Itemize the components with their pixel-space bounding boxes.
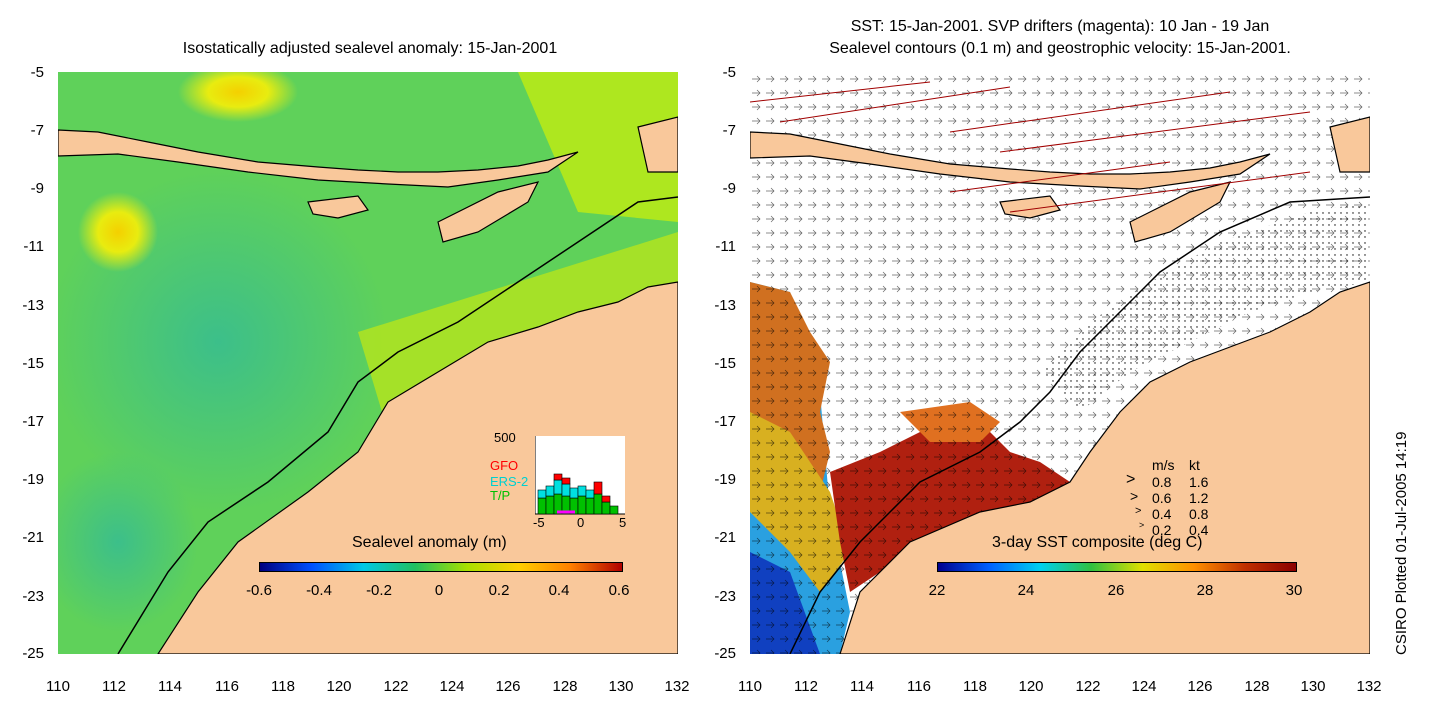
lat-label: -25	[714, 645, 736, 662]
legend-kt-value: 0.8	[1189, 506, 1209, 522]
lat-label: -11	[715, 238, 736, 255]
lat-label: -25	[22, 645, 44, 662]
colorbar-tick: 0.6	[608, 582, 630, 599]
inset-xtick: 0	[577, 515, 585, 530]
lon-label: 118	[963, 678, 987, 695]
legend-ms-value: 0.6	[1152, 490, 1172, 506]
histogram-bars	[537, 473, 619, 515]
sst-colorbar	[937, 562, 1297, 572]
lat-label: -7	[30, 122, 44, 139]
right-panel-title-line2: Sealevel contours (0.1 m) and geostrophi…	[829, 40, 1291, 57]
lon-label: 114	[850, 678, 874, 695]
legend-ms-value: 0.4	[1152, 506, 1172, 522]
lon-label: 124	[439, 678, 465, 695]
australia-land	[157, 281, 678, 654]
sst-velocity-map	[750, 72, 1370, 654]
island-chain-land	[58, 129, 579, 188]
legend-arrow-icon: >	[1130, 488, 1139, 504]
lon-label: 112	[102, 678, 126, 695]
lat-label: -19	[22, 471, 44, 488]
inset-legend-ers2: ERS-2	[490, 474, 529, 489]
lon-label: 126	[495, 678, 521, 695]
colorbar-tick: -0.2	[366, 582, 392, 599]
lon-label: 112	[794, 678, 818, 695]
lon-label: 126	[1187, 678, 1213, 695]
lat-label: -17	[714, 413, 736, 430]
right-panel-title-line1: SST: 15-Jan-2001. SVP drifters (magenta)…	[850, 18, 1270, 35]
lon-label: 110	[738, 678, 762, 695]
lat-label: -21	[22, 529, 44, 546]
legend-kt-value: 1.2	[1189, 490, 1209, 506]
legend-ms-value: 0.2	[1152, 522, 1172, 538]
lon-label: 120	[1018, 678, 1044, 695]
lon-label: 132	[664, 678, 690, 695]
lat-label: -9	[30, 180, 44, 197]
lat-label: -19	[714, 471, 736, 488]
lon-label: 128	[1244, 678, 1270, 695]
right-colorbar-title: 3-day SST composite (deg C)	[992, 534, 1203, 551]
lat-label: -23	[714, 588, 736, 605]
sealevel-anomaly-map	[58, 72, 678, 654]
colorbar-tick: 26	[1107, 582, 1125, 599]
colorbar-tick: 0.4	[548, 582, 570, 599]
lat-label: -5	[722, 64, 736, 81]
inset-ymax-label: 500	[494, 430, 516, 445]
lon-label: 118	[271, 678, 295, 695]
lon-label: 122	[383, 678, 409, 695]
lon-label: 110	[46, 678, 70, 695]
lat-label: -13	[22, 297, 44, 314]
lat-label: -9	[722, 180, 736, 197]
legend-header-ms: m/s	[1152, 457, 1175, 473]
inset-legend-gfo: GFO	[490, 458, 519, 473]
colorbar-tick: -0.4	[306, 582, 332, 599]
sealevel-colorbar	[259, 562, 623, 572]
legend-kt-value: 1.6	[1189, 474, 1209, 490]
lat-label: -15	[714, 355, 736, 372]
lon-label: 122	[1075, 678, 1101, 695]
legend-arrow-icon: >	[1135, 505, 1142, 517]
colorbar-tick: 30	[1285, 582, 1303, 599]
lat-label: -21	[714, 529, 736, 546]
lon-label: 130	[608, 678, 634, 695]
australia-land	[839, 281, 1370, 654]
legend-header-kt: kt	[1189, 457, 1200, 473]
plot-credit: CSIRO Plotted 01-Jul-2005 14:19	[1393, 431, 1410, 655]
lon-label: 132	[1356, 678, 1382, 695]
colorbar-tick: 0	[434, 582, 444, 599]
colorbar-tick: 24	[1017, 582, 1035, 599]
legend-arrow-icon: >	[1126, 471, 1136, 488]
inset-xtick: -5	[533, 515, 545, 530]
colorbar-tick: 28	[1196, 582, 1214, 599]
lat-label: -23	[22, 588, 44, 605]
lon-label: 124	[1131, 678, 1157, 695]
colorbar-tick: 22	[928, 582, 946, 599]
colorbar-tick: -0.6	[246, 582, 272, 599]
lat-label: -17	[22, 413, 44, 430]
inset-legend-tp: T/P	[490, 488, 511, 503]
lat-label: -5	[30, 64, 44, 81]
lon-label: 116	[907, 678, 931, 695]
left-panel-title: Isostatically adjusted sealevel anomaly:…	[182, 40, 558, 57]
inset-xtick: 5	[619, 515, 627, 530]
lon-label: 130	[1300, 678, 1326, 695]
legend-ms-value: 0.8	[1152, 474, 1172, 490]
lon-label: 128	[552, 678, 578, 695]
altimeter-histogram	[535, 436, 625, 515]
left-colorbar-title: Sealevel anomaly (m)	[352, 534, 507, 551]
lat-label: -15	[22, 355, 44, 372]
legend-arrow-icon: >	[1139, 520, 1145, 530]
lon-label: 120	[326, 678, 352, 695]
lon-label: 114	[158, 678, 182, 695]
island-chain-land	[750, 131, 1271, 190]
lat-label: -11	[23, 238, 44, 255]
lon-label: 116	[215, 678, 239, 695]
lat-label: -7	[722, 122, 736, 139]
legend-kt-value: 0.4	[1189, 522, 1209, 538]
colorbar-tick: 0.2	[488, 582, 510, 599]
lat-label: -13	[714, 297, 736, 314]
